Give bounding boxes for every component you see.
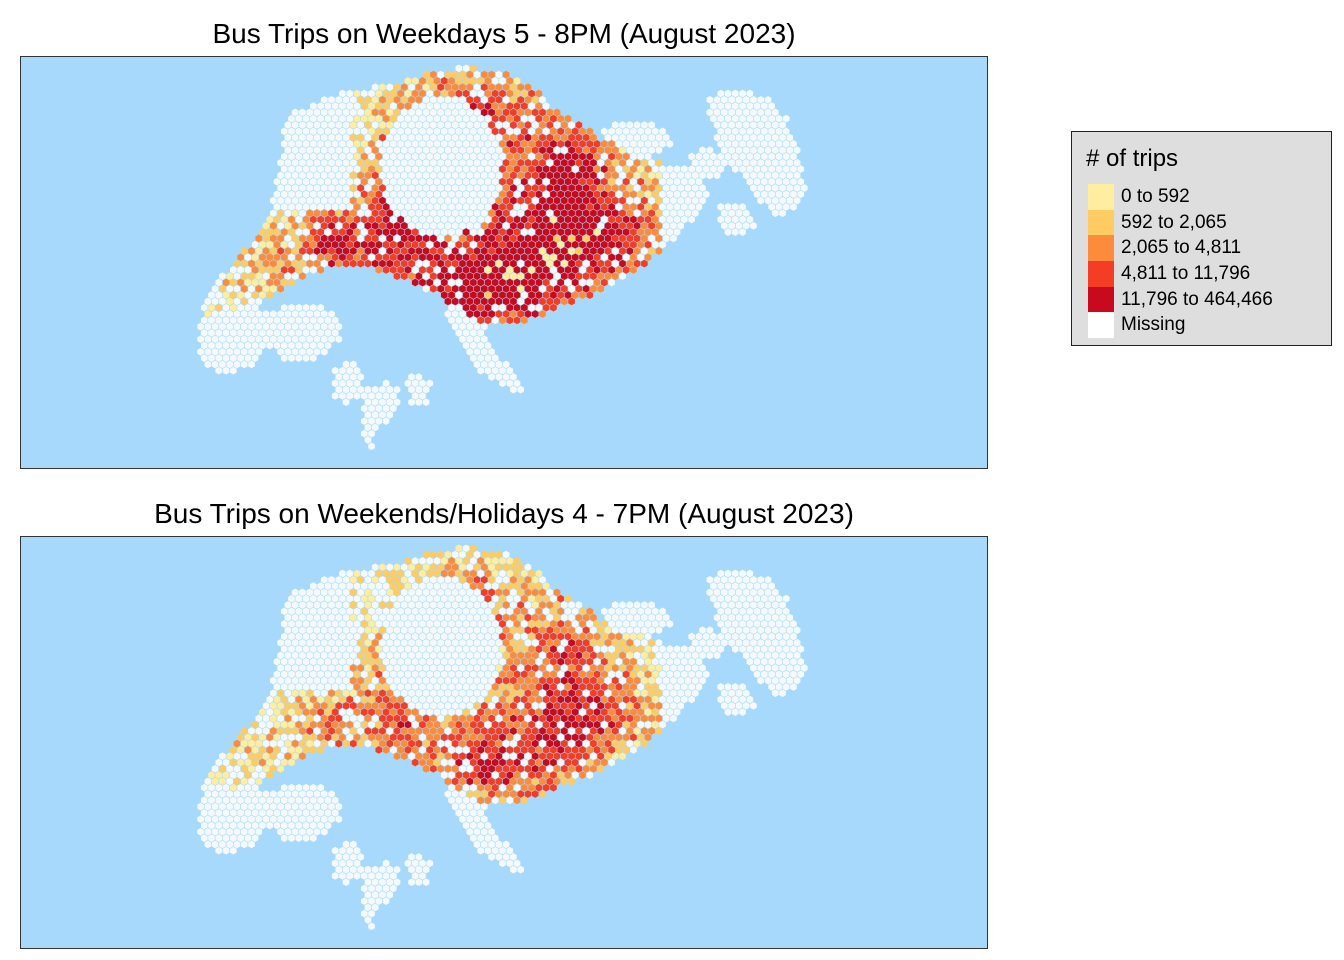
hex-cells: [204, 77, 663, 318]
legend-label: 2,065 to 4,811: [1121, 237, 1242, 259]
legend-title: # of trips: [1086, 145, 1179, 172]
hex-cells: [222, 70, 663, 325]
legend-label: 4,811 to 11,796: [1121, 263, 1251, 285]
legend-label: 11,796 to 464,466: [1121, 288, 1273, 310]
hex-cells: [208, 544, 663, 792]
legend-swatch: [1088, 312, 1114, 339]
map-svg-weekends: [197, 544, 808, 931]
legend-swatch: [1088, 286, 1114, 313]
legend-label: 592 to 2,065: [1121, 211, 1227, 233]
legend-swatch: [1088, 209, 1114, 236]
map-svg-weekdays: [197, 64, 808, 451]
legend-swatch: [1088, 184, 1114, 210]
hex-cells: [313, 102, 641, 318]
hex-cells: [306, 575, 641, 798]
legend-label: Missing: [1121, 314, 1186, 336]
hex-cells: [197, 64, 808, 451]
hex-cells: [397, 638, 615, 786]
hex-cells: [233, 557, 663, 805]
legend-swatch: [1088, 235, 1114, 262]
legend-label: 0 to 592: [1121, 186, 1190, 207]
legend-swatch: [1088, 261, 1114, 287]
map-title-weekdays: Bus Trips on Weekdays 5 - 8PM (August 20…: [212, 18, 796, 49]
map-title-weekends: Bus Trips on Weekends/Holidays 4 - 7PM (…: [154, 498, 854, 529]
hex-cells: [219, 544, 663, 805]
map-weekends: [20, 536, 988, 949]
hex-cells: [197, 544, 808, 931]
legend: # of trips 0 to 592 592 to 2,065 2,065 t…: [1071, 131, 1332, 346]
map-weekdays: [20, 56, 988, 469]
